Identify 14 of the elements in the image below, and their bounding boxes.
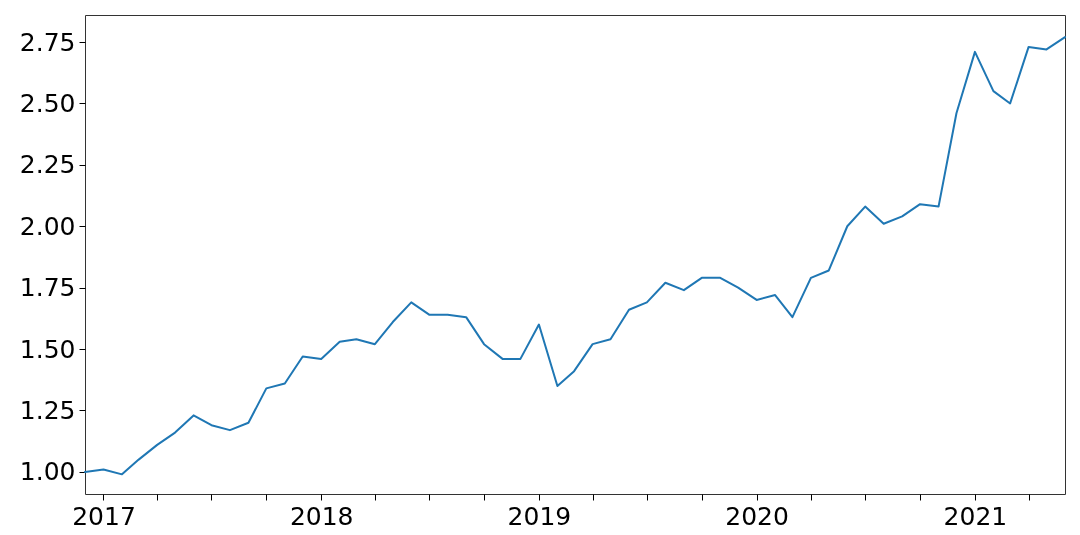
line-series bbox=[84, 36, 1066, 476]
x-tick-label: 2020 bbox=[725, 501, 789, 531]
y-tick-label: 2.50 bbox=[19, 88, 76, 118]
y-tick-label: 2.75 bbox=[19, 27, 76, 57]
y-tick-label: 2.25 bbox=[19, 150, 76, 180]
x-tick-label: 2017 bbox=[72, 501, 136, 531]
y-tick-label: 1.50 bbox=[19, 334, 76, 364]
x-tick-label: 2019 bbox=[507, 501, 572, 531]
y-tick-label: 1.75 bbox=[19, 273, 76, 303]
y-tick-label: 1.00 bbox=[19, 457, 76, 487]
x-tick-label: 2021 bbox=[943, 501, 1008, 531]
y-tick-label: 1.25 bbox=[19, 395, 76, 425]
x-tick-label: 2018 bbox=[289, 501, 354, 531]
y-tick-label: 2.00 bbox=[19, 211, 76, 241]
